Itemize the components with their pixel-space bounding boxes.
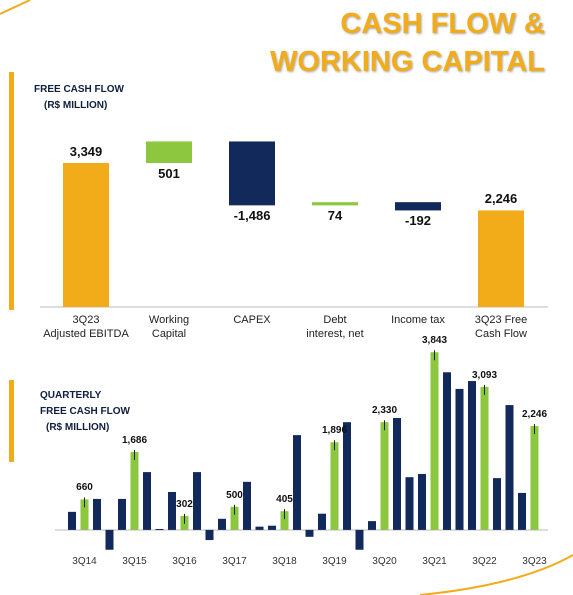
bar	[505, 405, 514, 530]
value-label: 3,843	[421, 335, 448, 346]
value-label: 1,896	[321, 425, 348, 436]
x-tick-label: CAPEX	[233, 314, 271, 326]
bar	[268, 525, 276, 530]
value-label: 2,330	[371, 404, 398, 416]
bar	[455, 388, 464, 530]
bar	[130, 451, 139, 530]
bar	[330, 442, 339, 530]
chart-subtitle: (R$ MILLION)	[44, 100, 108, 111]
chart-title: FREE CASH FLOW	[34, 84, 124, 95]
x-tick-label: Income tax	[391, 314, 445, 326]
x-tick-label: 3Q15	[122, 556, 147, 567]
decoration	[419, 554, 573, 595]
bar	[168, 491, 176, 530]
decoration	[0, 0, 31, 15]
value-label: 3,093	[471, 369, 498, 381]
bar	[478, 210, 524, 307]
x-tick-label: 3Q16	[172, 556, 197, 567]
x-tick-label: 3Q23 Adjusted EBITDA	[43, 314, 129, 340]
bar	[93, 498, 101, 530]
x-tick-label: 3Q23 Free Cash Flow	[474, 314, 528, 340]
value-label: -192	[404, 213, 432, 229]
bar	[218, 518, 226, 530]
x-tick-label: 3Q14	[72, 556, 97, 567]
chart-title: QUARTERLY FREE CASH FLOW	[40, 390, 130, 417]
bar	[105, 529, 114, 550]
value-label: 74	[327, 208, 343, 224]
value-label: 501	[158, 165, 180, 181]
value-label: 302	[176, 498, 193, 510]
value-label: 1,686	[121, 434, 148, 446]
page-title: CASH FLOW & WORKING CAPITAL	[270, 8, 545, 78]
bar	[393, 418, 401, 530]
bar	[280, 511, 289, 530]
bar	[146, 141, 192, 163]
bar	[443, 372, 451, 530]
bar	[193, 472, 201, 530]
bar	[63, 162, 109, 307]
bar	[518, 492, 526, 530]
x-tick-label: 3Q22	[472, 556, 497, 567]
bar	[230, 506, 239, 530]
bar	[418, 473, 426, 530]
bar	[305, 529, 314, 537]
bar	[229, 141, 275, 206]
bar	[355, 529, 364, 550]
bar	[155, 528, 164, 530]
bar	[343, 422, 351, 530]
value-label: 405	[276, 493, 293, 505]
accent-bar	[9, 380, 14, 462]
x-tick-label: 3Q17	[222, 556, 247, 567]
x-tick-label: Working Capital	[148, 314, 190, 340]
value-label: -1,486	[233, 208, 271, 224]
bar	[405, 477, 414, 530]
bar	[380, 422, 389, 530]
value-label: 3,349	[69, 143, 103, 159]
bar	[293, 435, 301, 530]
x-tick-label: 3Q19	[322, 556, 347, 567]
bar	[143, 472, 151, 530]
bar	[118, 498, 126, 530]
bar	[80, 499, 89, 530]
bar	[243, 481, 251, 530]
bar	[480, 386, 489, 530]
bar	[395, 202, 441, 211]
bar	[318, 513, 326, 530]
bar	[430, 352, 439, 530]
bar	[493, 478, 501, 530]
chart-subtitle: (R$ MILLION)	[46, 422, 110, 433]
bar	[205, 529, 214, 541]
value-label: 2,246	[521, 408, 548, 420]
bar	[68, 511, 76, 530]
x-tick-label: 3Q18	[272, 556, 297, 567]
bar	[312, 202, 358, 206]
x-tick-label: 3Q20	[372, 556, 397, 567]
value-label: 2,246	[484, 191, 518, 207]
value-label: 500	[226, 489, 243, 501]
x-tick-label: Debt interest, net	[306, 314, 364, 340]
bar	[530, 426, 539, 530]
value-label: 660	[76, 482, 93, 494]
bar	[255, 526, 264, 530]
accent-bar	[9, 72, 14, 310]
x-tick-label: 3Q23	[522, 556, 547, 567]
bar	[468, 381, 476, 530]
x-tick-label: 3Q21	[422, 556, 447, 567]
bar	[368, 521, 376, 530]
